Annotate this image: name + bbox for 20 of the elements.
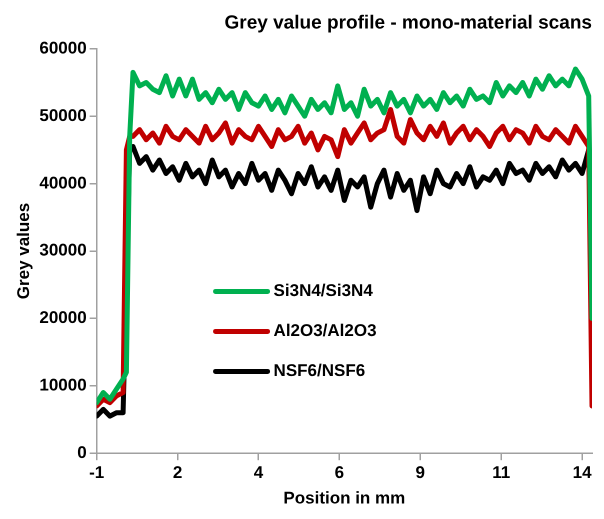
- x-axis-title: Position in mm: [283, 488, 406, 508]
- y-tick-label: 30000: [39, 240, 87, 260]
- x-tick-label: 4: [254, 463, 264, 482]
- legend-label: NSF6/NSF6: [274, 361, 366, 380]
- legend-label: Si3N4/Si3N4: [274, 281, 374, 300]
- y-tick-label: 40000: [39, 173, 87, 192]
- legend-label: Al2O3/Al2O3: [274, 321, 377, 340]
- chart-title: Grey value profile - mono-material scans: [224, 12, 592, 34]
- y-tick-label: 20000: [39, 308, 87, 328]
- y-tick-label: 10000: [39, 375, 87, 394]
- y-axis-title: Grey values: [14, 202, 33, 300]
- y-tick-label: 50000: [39, 106, 87, 125]
- x-tick-label: 11: [492, 463, 510, 482]
- y-tick-label: 0: [77, 442, 87, 462]
- x-tick-label: 9: [416, 463, 426, 482]
- y-tick-label: 60000: [39, 38, 87, 58]
- x-tick-label: 14: [572, 463, 592, 482]
- x-tick-label: 2: [172, 463, 182, 482]
- x-tick-label: -1: [89, 463, 104, 482]
- x-tick-label: 6: [334, 463, 344, 482]
